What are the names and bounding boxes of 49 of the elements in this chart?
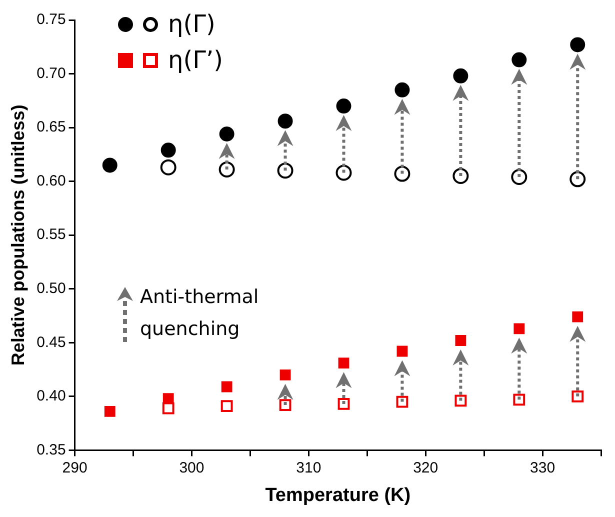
point bbox=[280, 369, 291, 380]
point bbox=[104, 406, 116, 417]
y-tick-label: 0.65 bbox=[36, 118, 66, 136]
point bbox=[513, 394, 526, 406]
point bbox=[570, 171, 586, 188]
point bbox=[514, 323, 525, 334]
point bbox=[453, 68, 468, 84]
point bbox=[452, 168, 469, 184]
y-tick-label: 0.45 bbox=[36, 334, 66, 351]
x-tick-label: 300 bbox=[179, 459, 204, 476]
point bbox=[394, 82, 410, 98]
point bbox=[218, 161, 235, 178]
annotation: Anti-thermal quenching bbox=[140, 285, 260, 342]
x-axis-title: Temperature (K) bbox=[265, 484, 411, 506]
point bbox=[220, 400, 233, 412]
legend-label: η(Γ’) bbox=[168, 46, 223, 74]
y-tick-label: 0.55 bbox=[36, 226, 66, 244]
y-tick-label: 0.35 bbox=[36, 441, 66, 458]
point bbox=[572, 311, 584, 322]
point bbox=[511, 169, 528, 186]
x-tick-label: 310 bbox=[296, 459, 322, 476]
point bbox=[219, 126, 234, 142]
point bbox=[277, 162, 294, 179]
y-tick-label: 0.40 bbox=[36, 388, 66, 405]
point bbox=[455, 335, 466, 346]
point bbox=[512, 52, 527, 68]
point bbox=[221, 381, 232, 392]
x-tick-label: 330 bbox=[530, 459, 556, 476]
x-tick-label: 320 bbox=[413, 459, 438, 476]
point bbox=[338, 358, 350, 369]
x-tick-label: 290 bbox=[62, 459, 88, 476]
point bbox=[160, 159, 176, 176]
legend-label: η(Γ) bbox=[168, 10, 216, 38]
point bbox=[396, 346, 408, 357]
point bbox=[570, 37, 586, 52]
y-axis-title: Relative populations (unitless) bbox=[8, 104, 28, 366]
point bbox=[396, 396, 408, 408]
point bbox=[394, 166, 410, 182]
point bbox=[336, 98, 352, 114]
point bbox=[102, 158, 118, 173]
y-tick-label: 0.60 bbox=[36, 172, 66, 190]
point bbox=[160, 142, 176, 158]
y-tick-label: 0.75 bbox=[36, 11, 66, 28]
point bbox=[279, 399, 292, 411]
point bbox=[278, 114, 293, 129]
point bbox=[336, 164, 352, 181]
y-tick-label: 0.70 bbox=[36, 64, 66, 82]
point bbox=[572, 390, 584, 402]
y-tick-label: 0.50 bbox=[36, 280, 66, 298]
